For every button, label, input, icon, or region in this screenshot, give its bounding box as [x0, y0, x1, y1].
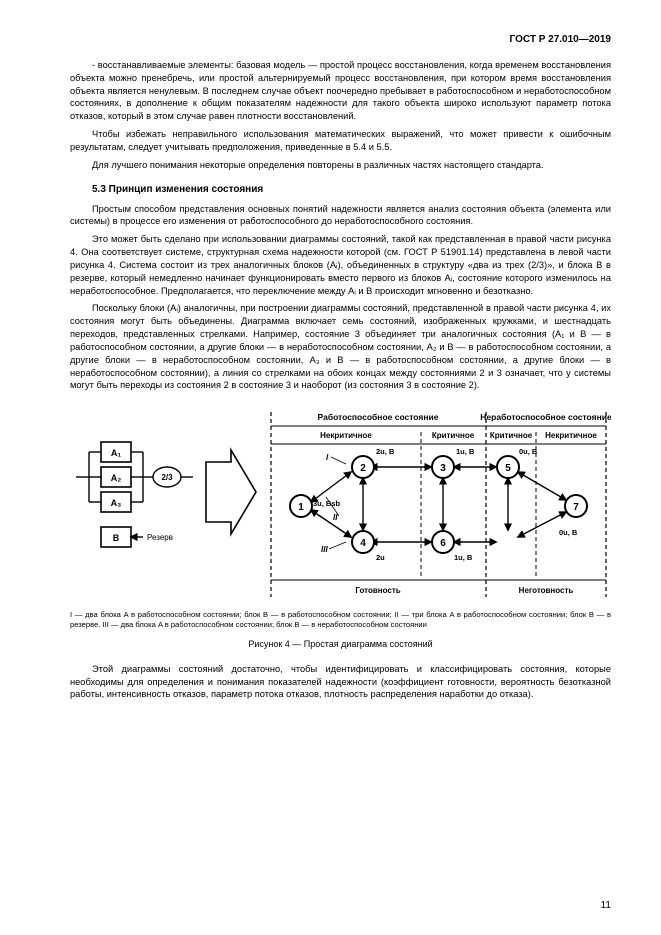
page-number: 11: [601, 900, 611, 911]
reserve-label: Резерв: [147, 533, 173, 542]
hdr-nekrit-l: Некритичное: [320, 431, 372, 440]
rbd-block: A₁ A₂ A₃ 2/3 B Резерв: [76, 442, 193, 547]
kof-label: 2/3: [161, 473, 173, 482]
node-2: 2: [360, 463, 366, 474]
hdr-gotov: Готовность: [355, 586, 400, 595]
lbl-n5: 0u, B: [519, 447, 538, 456]
figure-legend: I — два блока A в работоспособном состоя…: [70, 610, 611, 631]
node-5: 5: [505, 463, 511, 474]
lbl-n7: 0u, B: [559, 528, 578, 537]
figure-4: A₁ A₂ A₃ 2/3 B Резерв: [70, 402, 611, 602]
block-a2: A₂: [110, 473, 121, 483]
hdr-nekrit-r: Некритичное: [545, 431, 597, 440]
para-7: Этой диаграммы состояний достаточно, что…: [70, 663, 611, 701]
block-a3: A₃: [110, 498, 121, 508]
node-6: 6: [440, 538, 446, 549]
lbl-n4: 2u: [376, 553, 385, 562]
para-5: Это может быть сделано при использовании…: [70, 233, 611, 297]
node-1: 1: [298, 502, 304, 513]
hdr-krit-r: Критичное: [489, 431, 532, 440]
lbl-n3: 1u, B: [456, 447, 475, 456]
block-b: B: [112, 533, 119, 543]
lbl-n6: 1u, B: [454, 553, 473, 562]
node-7: 7: [573, 502, 579, 513]
document-id: ГОСТ Р 27.010—2019: [70, 34, 611, 45]
block-a1: A₁: [110, 448, 120, 458]
big-arrow-icon: [206, 450, 256, 534]
para-1: - восстанавливаемые элементы: базовая мо…: [70, 59, 611, 123]
para-2: Чтобы избежать неправильного использован…: [70, 128, 611, 154]
hdr-negotov: Неготовность: [518, 586, 573, 595]
para-4: Простым способом представления основных …: [70, 203, 611, 229]
section-heading: 5.3 Принцип изменения состояния: [92, 184, 611, 195]
figure-caption: Рисунок 4 — Простая диаграмма состояний: [70, 639, 611, 649]
para-3: Для лучшего понимания некоторые определе…: [70, 159, 611, 172]
roman-iii: III: [321, 545, 328, 554]
lbl-n2: 2u, B: [376, 447, 395, 456]
hdr-krit-l: Критичное: [431, 431, 474, 440]
node-3: 3: [440, 463, 446, 474]
para-6: Поскольку блоки (Aᵢ) аналогичны, при пос…: [70, 302, 611, 392]
hdr-inoperable: Неработоспособное состояние: [480, 412, 611, 422]
hdr-operable: Работоспособное состояние: [317, 412, 438, 422]
lbl-n1: 3u, Bsb: [313, 499, 341, 508]
roman-i: I: [326, 453, 329, 462]
node-4: 4: [360, 538, 366, 549]
